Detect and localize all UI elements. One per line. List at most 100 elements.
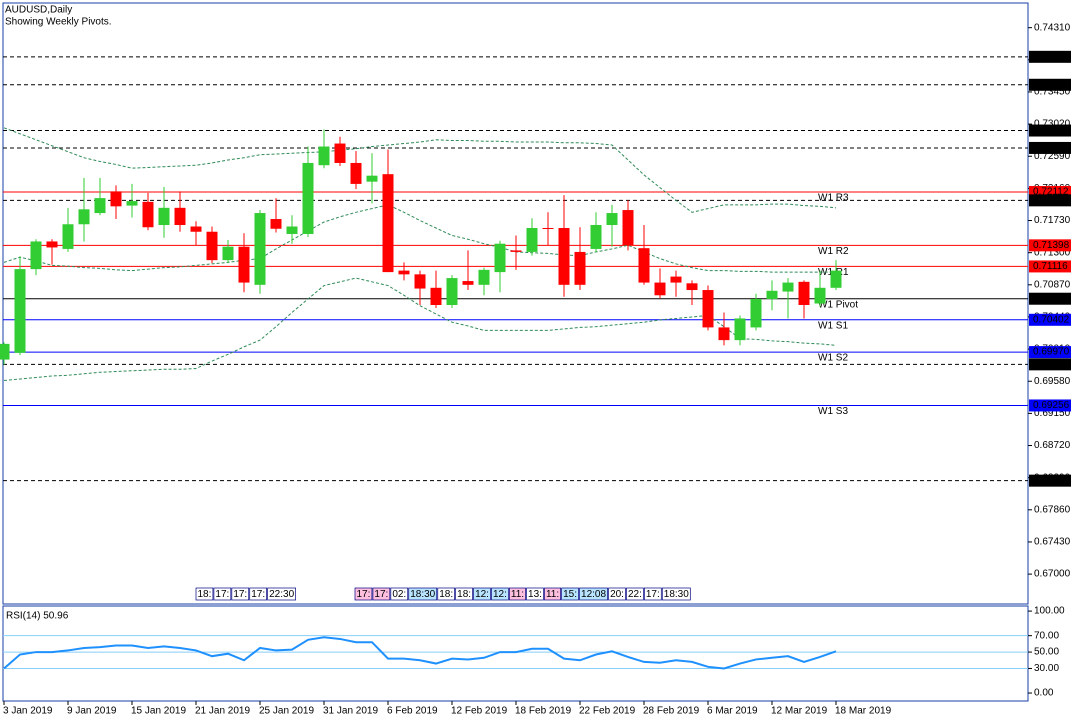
event-label: 13: — [528, 589, 542, 600]
y-tick-label: 70.00 — [1034, 630, 1059, 641]
y-tick-label: 0.69580 — [1034, 376, 1071, 387]
band-line — [3, 277, 837, 381]
level-name: W1 S3 — [818, 406, 848, 417]
y-tick-label: 0.67430 — [1034, 537, 1071, 548]
candle-body — [830, 270, 842, 288]
candle-body — [286, 226, 298, 234]
candle-body — [254, 213, 266, 285]
event-marker — [408, 587, 438, 601]
event-label: 18:30 — [664, 589, 689, 600]
level-price-label: 0.72112 — [1033, 187, 1069, 198]
event-marker — [661, 587, 691, 601]
level-price-box — [1029, 474, 1071, 487]
level-price-box — [1029, 194, 1071, 207]
x-tick-label: 18 Mar 2019 — [835, 706, 892, 717]
event-label: 15: — [563, 589, 577, 600]
candle-body — [542, 228, 554, 230]
event-marker — [372, 587, 391, 601]
event-label: 11: — [511, 589, 524, 600]
event-label: 18: — [439, 589, 453, 600]
level-price-box — [1029, 346, 1071, 359]
event-marker — [608, 587, 626, 601]
level-price-box — [1029, 78, 1071, 91]
event-marker — [473, 587, 491, 601]
y-tick-label: 0.70870 — [1034, 279, 1071, 290]
candle-body — [510, 250, 522, 252]
event-marker — [491, 587, 509, 601]
candle-body — [574, 251, 586, 285]
main-frame — [2, 2, 1029, 605]
event-label: 17: — [357, 589, 371, 600]
x-tick-label: 28 Feb 2019 — [643, 706, 700, 717]
event-label: 18:30 — [410, 589, 435, 600]
level-price-label: 0.70402 — [1033, 314, 1070, 325]
x-tick-label: 25 Jan 2019 — [259, 706, 314, 717]
y-tick-label: 30.00 — [1034, 663, 1059, 674]
y-tick-label: 0.69150 — [1034, 408, 1071, 419]
candle-body — [478, 269, 490, 285]
event-marker — [267, 587, 297, 601]
candle-body — [414, 274, 426, 289]
candle-body — [734, 318, 746, 341]
x-tick-label: 21 Jan 2019 — [195, 706, 250, 717]
candle-body — [142, 201, 154, 228]
y-tick-label: 0.71300 — [1034, 247, 1071, 258]
event-label: 17: — [251, 589, 265, 600]
candle-body — [382, 174, 394, 273]
candle-body — [814, 287, 826, 304]
candle-body — [750, 299, 762, 328]
event-label: 22:30 — [269, 589, 294, 600]
candle-body — [462, 281, 474, 285]
candle-body — [670, 276, 682, 283]
candle-body — [190, 226, 202, 232]
event-marker — [455, 587, 473, 601]
level-price-box — [1029, 124, 1071, 137]
candle-body — [398, 270, 410, 275]
candle-body — [62, 224, 74, 249]
x-tick-label: 6 Feb 2019 — [387, 706, 438, 717]
level-name: W1 Pivot — [818, 299, 858, 310]
y-tick-label: 0.73020 — [1034, 119, 1071, 130]
event-marker — [354, 587, 373, 601]
level-price-label: 0.71398 — [1033, 240, 1070, 251]
chart-subtitle: Showing Weekly Pivots. — [5, 17, 112, 28]
candle-body — [334, 143, 346, 163]
rsi-line — [3, 636, 837, 670]
event-marker — [526, 587, 544, 601]
candle-body — [30, 241, 42, 270]
event-label: 02: — [392, 589, 406, 600]
candle-body — [430, 287, 442, 305]
candle-body — [206, 231, 218, 261]
candle-body — [350, 162, 362, 184]
level-price-box — [1029, 313, 1071, 326]
level-price-box — [1029, 239, 1071, 252]
x-tick-label: 22 Feb 2019 — [579, 706, 636, 717]
level-price-label: 0.69256 — [1033, 400, 1070, 411]
event-marker — [437, 587, 456, 601]
candle-body — [798, 281, 810, 305]
event-marker — [579, 587, 608, 601]
candle-body — [270, 219, 282, 229]
candle-body — [110, 191, 122, 207]
candle-body — [766, 290, 778, 300]
y-tick-label: 0.68720 — [1034, 440, 1071, 451]
y-tick-label: 0.73450 — [1034, 87, 1071, 98]
level-name: W1 R3 — [818, 193, 849, 204]
candle-body — [446, 278, 458, 305]
candle-body — [702, 290, 714, 328]
event-marker — [644, 587, 662, 601]
event-marker — [249, 587, 267, 601]
candle-body — [526, 228, 538, 252]
level-price-label: 0.72934 — [1033, 125, 1070, 136]
x-tick-label: 15 Jan 2019 — [131, 706, 186, 717]
level-price-label: 0.72000 — [1033, 195, 1070, 206]
level-name: W1 R2 — [818, 246, 849, 257]
level-price-label: 0.73920 — [1033, 51, 1070, 62]
chart-title: AUDUSD,Daily — [5, 5, 72, 16]
y-tick-label: 0.00 — [1034, 688, 1054, 699]
x-tick-label: 9 Jan 2019 — [67, 706, 117, 717]
candle-body — [590, 225, 602, 249]
level-price-box — [1029, 141, 1071, 154]
event-label: 17: — [646, 589, 660, 600]
